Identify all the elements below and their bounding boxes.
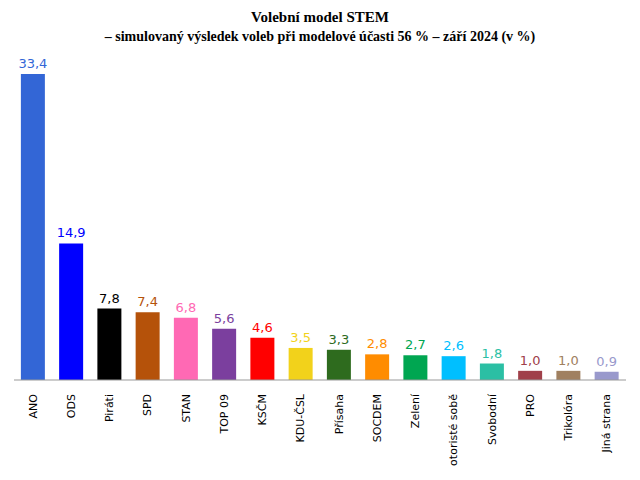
svg-text:Piráti: Piráti xyxy=(103,394,116,422)
svg-text:PRO: PRO xyxy=(524,394,537,417)
svg-text:Jiná strana: Jiná strana xyxy=(600,394,613,454)
svg-text:SOCDEM: SOCDEM xyxy=(371,394,384,442)
svg-text:3,3: 3,3 xyxy=(329,332,350,347)
svg-text:Svobodní: Svobodní xyxy=(486,393,499,445)
svg-text:3,5: 3,5 xyxy=(290,330,311,345)
svg-text:ANO: ANO xyxy=(27,394,40,419)
svg-text:7,4: 7,4 xyxy=(137,294,158,309)
svg-text:1,0: 1,0 xyxy=(558,353,579,368)
svg-text:2,8: 2,8 xyxy=(367,336,388,351)
svg-text:STAN: STAN xyxy=(180,394,193,423)
svg-text:2,6: 2,6 xyxy=(443,338,464,353)
svg-text:2,7: 2,7 xyxy=(405,337,426,352)
svg-text:1,8: 1,8 xyxy=(482,346,503,361)
svg-text:TOP 09: TOP 09 xyxy=(218,394,231,435)
svg-text:KDU-ČSL: KDU-ČSL xyxy=(294,393,307,442)
svg-text:6,8: 6,8 xyxy=(176,300,197,315)
svg-text:1,0: 1,0 xyxy=(520,353,541,368)
svg-text:Trikolóra: Trikolóra xyxy=(562,394,575,441)
svg-text:5,6: 5,6 xyxy=(214,311,235,326)
svg-text:ODS: ODS xyxy=(65,394,78,418)
svg-text:Zelení: Zelení xyxy=(409,393,422,428)
svg-text:33,4: 33,4 xyxy=(18,56,47,71)
svg-text:KSČM: KSČM xyxy=(256,394,269,425)
svg-text:SPD: SPD xyxy=(141,394,154,416)
html-text:– simulovaný výsledek voleb př: – simulovaný výsledek voleb při modelové… xyxy=(104,29,536,44)
svg-text:7,8: 7,8 xyxy=(99,291,120,306)
svg-text:14,9: 14,9 xyxy=(57,225,86,240)
svg-text:4,6: 4,6 xyxy=(252,320,273,335)
svg-text:Motoristé sobě: Motoristé sobě xyxy=(447,394,460,466)
html-text:Volební model STEM: Volební model STEM xyxy=(251,9,389,25)
svg-text:0,9: 0,9 xyxy=(596,354,617,369)
svg-text:Přísaha: Přísaha xyxy=(333,394,346,434)
